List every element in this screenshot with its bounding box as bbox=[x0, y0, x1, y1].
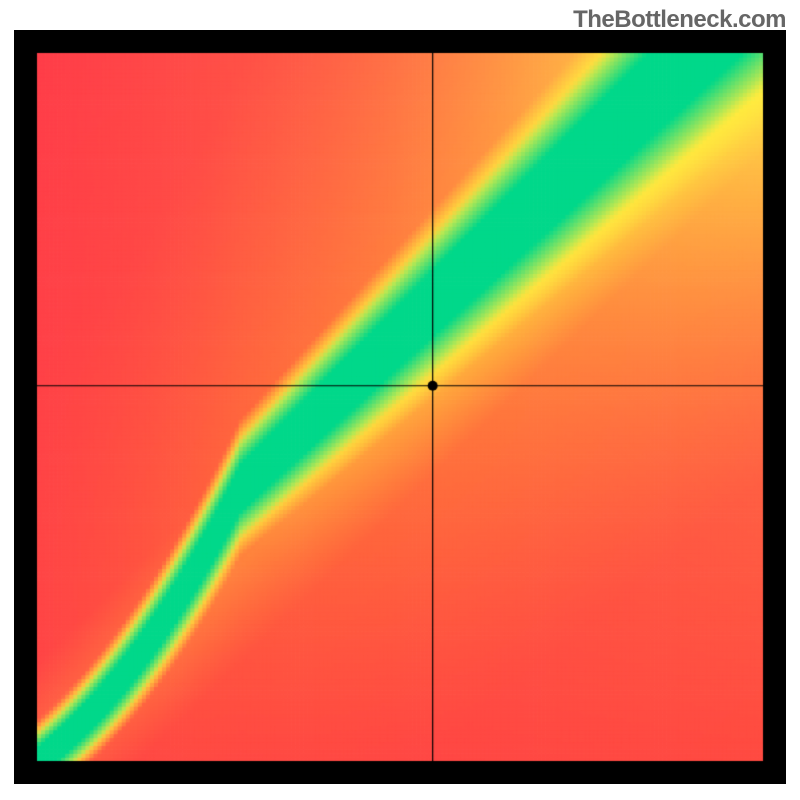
bottleneck-heatmap-canvas bbox=[14, 30, 786, 784]
